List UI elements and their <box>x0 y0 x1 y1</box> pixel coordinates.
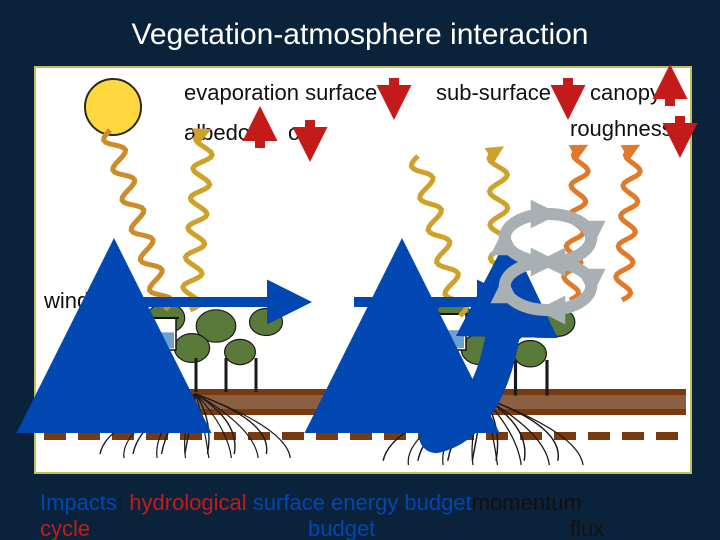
impacts-part-2: hydrological <box>129 490 246 515</box>
impacts-part-0: Impacts <box>40 490 117 515</box>
impacts2-part-1: budget <box>308 516 375 540</box>
impacts-part-5: momentum <box>472 490 582 515</box>
impacts-part-4: surface energy budget <box>253 490 472 515</box>
impacts2-part-2: flux <box>570 516 604 540</box>
diagram-overlay <box>0 0 720 540</box>
impacts-part-1: : <box>117 490 129 515</box>
impacts-line: Impacts: hydrological surface energy bud… <box>40 490 582 516</box>
impacts2-part-0: cycle <box>40 516 90 540</box>
